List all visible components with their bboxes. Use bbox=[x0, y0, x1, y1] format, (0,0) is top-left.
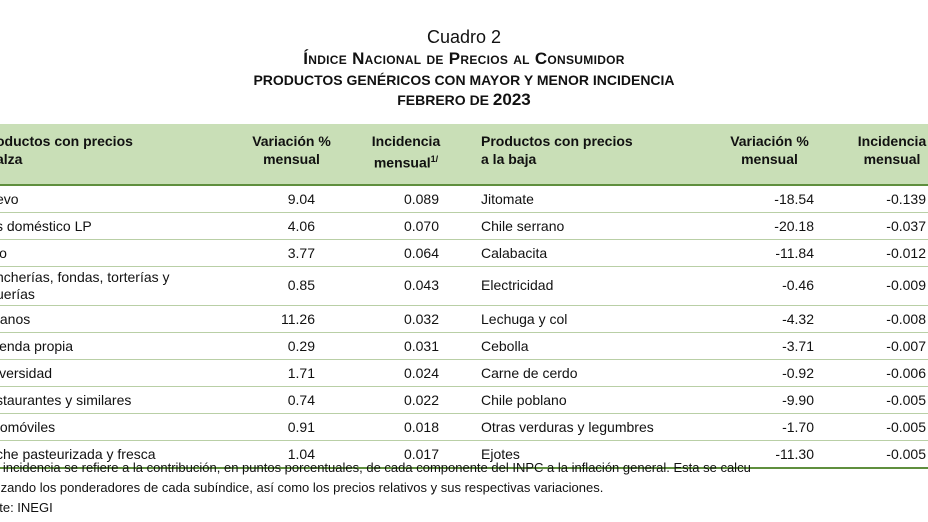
col-header-up-variation: Variación % mensual bbox=[240, 124, 343, 186]
up-incidence-cell: 0.018 bbox=[343, 413, 469, 441]
col-header-up-incidence-text: Incidencia mensual bbox=[371, 133, 441, 171]
footnote-line-2: ilizando los ponderadores de cada subínd… bbox=[0, 480, 604, 495]
up-incidence-cell: 0.064 bbox=[343, 239, 469, 267]
up-variation-cell: 0.29 bbox=[240, 332, 343, 360]
up-variation-cell: 0.85 bbox=[240, 266, 343, 306]
down-product-cell: Calabacita bbox=[469, 239, 707, 267]
up-variation-cell: 0.91 bbox=[240, 413, 343, 441]
up-variation-cell: 4.06 bbox=[240, 212, 343, 240]
up-incidence-cell: 0.089 bbox=[343, 184, 469, 213]
up-variation-cell: 1.71 bbox=[240, 359, 343, 387]
down-product-cell: Chile poblano bbox=[469, 386, 707, 414]
period-year: 2023 bbox=[492, 90, 531, 109]
table-row: che pasteurizada y fresca 1.04 0.017 Ejotes… bbox=[0, 440, 928, 469]
table-row: ienda propia 0.29 0.031 Cebolla -3.71 -0.007 bbox=[0, 332, 928, 360]
up-product-cell: tanos bbox=[0, 305, 240, 333]
up-variation-cell: 11.26 bbox=[240, 305, 343, 333]
down-variation-cell: -1.70 bbox=[707, 413, 832, 441]
footnote-line-1: a incidencia se refiere a la contribució… bbox=[0, 460, 751, 475]
down-variation-cell: -18.54 bbox=[707, 184, 832, 213]
down-variation-cell: -9.90 bbox=[707, 386, 832, 414]
down-variation-cell: -11.84 bbox=[707, 239, 832, 267]
period-month: FEBRERO DE bbox=[397, 92, 490, 108]
col-header-down-incidence: Incidencia mensual bbox=[832, 124, 928, 186]
incidence-table: oductos con preciosalza Variación %mensu… bbox=[0, 124, 928, 469]
up-product-cell: s doméstico LP bbox=[0, 212, 240, 240]
down-incidence-cell: -0.005 bbox=[832, 413, 928, 441]
page-title: Índice Nacional de Precios al Consumidor bbox=[303, 49, 625, 68]
down-variation-cell: -0.92 bbox=[707, 359, 832, 387]
down-variation-cell: -0.46 bbox=[707, 266, 832, 306]
down-product-cell: Ejotes bbox=[469, 440, 707, 469]
col-header-up-incidence: Incidencia mensual1/ bbox=[343, 124, 469, 186]
up-product-cell: ienda propia bbox=[0, 332, 240, 360]
down-product-cell: Cebolla bbox=[469, 332, 707, 360]
footnote-mark: 1/ bbox=[430, 154, 439, 164]
up-variation-cell: 0.74 bbox=[240, 386, 343, 414]
up-incidence-cell: 0.070 bbox=[343, 212, 469, 240]
footnotes: a incidencia se refiere a la contribució… bbox=[0, 458, 928, 518]
up-incidence-cell: 0.024 bbox=[343, 359, 469, 387]
down-product-cell: Electricidad bbox=[469, 266, 707, 306]
down-product-cell: Jitomate bbox=[469, 184, 707, 213]
col-header-up-product: oductos con preciosalza bbox=[0, 124, 240, 186]
down-incidence-cell: -0.012 bbox=[832, 239, 928, 267]
col-header-up-variation-text: Variación % mensual bbox=[252, 133, 331, 167]
col-header-down-product: Productos con precios a la baja bbox=[469, 124, 707, 186]
up-incidence-cell: 0.017 bbox=[343, 440, 469, 469]
up-product-cell: iversidad bbox=[0, 359, 240, 387]
up-variation-cell: 9.04 bbox=[240, 184, 343, 213]
up-product-cell: tomóviles bbox=[0, 413, 240, 441]
down-product-cell: Lechuga y col bbox=[469, 305, 707, 333]
col-header-down-variation: Variación % mensual bbox=[707, 124, 832, 186]
up-product-cell: lo bbox=[0, 239, 240, 267]
table-row: tomóviles 0.91 0.018 Otras verduras y legum… bbox=[0, 413, 928, 441]
down-incidence-cell: -0.005 bbox=[832, 440, 928, 469]
page-subtitle: PRODUCTOS GENÉRICOS CON MAYOR Y MENOR IN… bbox=[253, 72, 675, 88]
down-variation-cell: -3.71 bbox=[707, 332, 832, 360]
period: FEBRERO DE 2023 bbox=[0, 90, 928, 110]
down-incidence-cell: -0.009 bbox=[832, 266, 928, 306]
down-product-cell: Otras verduras y legumbres bbox=[469, 413, 707, 441]
table-row: ncherías, fondas, torterías yuerías0.850… bbox=[0, 266, 928, 306]
up-incidence-cell: 0.043 bbox=[343, 266, 469, 306]
down-incidence-cell: -0.037 bbox=[832, 212, 928, 240]
down-product-cell: Chile serrano bbox=[469, 212, 707, 240]
up-product-cell: evo bbox=[0, 184, 240, 213]
up-incidence-cell: 0.031 bbox=[343, 332, 469, 360]
down-variation-cell: -11.30 bbox=[707, 440, 832, 469]
table-row: staurantes y similares 0.74 0.022 Chile pob… bbox=[0, 386, 928, 414]
source-note: nte: INEGI bbox=[0, 500, 53, 515]
col-header-down-product-text: Productos con precios a la baja bbox=[481, 133, 633, 167]
up-product-cell: staurantes y similares bbox=[0, 386, 240, 414]
down-incidence-cell: -0.007 bbox=[832, 332, 928, 360]
col-header-up-product-text: oductos con preciosalza bbox=[0, 133, 133, 167]
table-row: iversidad 1.71 0.024 Carne de cerdo -0.92 -0.… bbox=[0, 359, 928, 387]
table-number: Cuadro 2 bbox=[426, 27, 502, 47]
down-variation-cell: -20.18 bbox=[707, 212, 832, 240]
down-variation-cell: -4.32 bbox=[707, 305, 832, 333]
incidence-table-wrapper: oductos con preciosalza Variación %mensu… bbox=[0, 124, 928, 469]
up-product-cell: che pasteurizada y fresca bbox=[0, 440, 240, 469]
down-incidence-cell: -0.005 bbox=[832, 386, 928, 414]
table-row: s doméstico LP 4.06 0.070 Chile serrano -20.… bbox=[0, 212, 928, 240]
up-variation-cell: 3.77 bbox=[240, 239, 343, 267]
title-block: Cuadro 2 Índice Nacional de Precios al C… bbox=[0, 26, 928, 110]
up-incidence-cell: 0.032 bbox=[343, 305, 469, 333]
down-incidence-cell: -0.006 bbox=[832, 359, 928, 387]
down-incidence-cell: -0.139 bbox=[832, 184, 928, 213]
table-header-row: oductos con preciosalza Variación %mensu… bbox=[0, 124, 928, 186]
up-variation-cell: 1.04 bbox=[240, 440, 343, 469]
up-incidence-cell: 0.022 bbox=[343, 386, 469, 414]
down-product-cell: Carne de cerdo bbox=[469, 359, 707, 387]
col-header-down-variation-text: Variación % mensual bbox=[730, 133, 809, 167]
up-product-cell: ncherías, fondas, torterías yuerías bbox=[0, 266, 240, 306]
col-header-down-incidence-text: Incidencia mensual bbox=[857, 133, 927, 167]
down-incidence-cell: -0.008 bbox=[832, 305, 928, 333]
